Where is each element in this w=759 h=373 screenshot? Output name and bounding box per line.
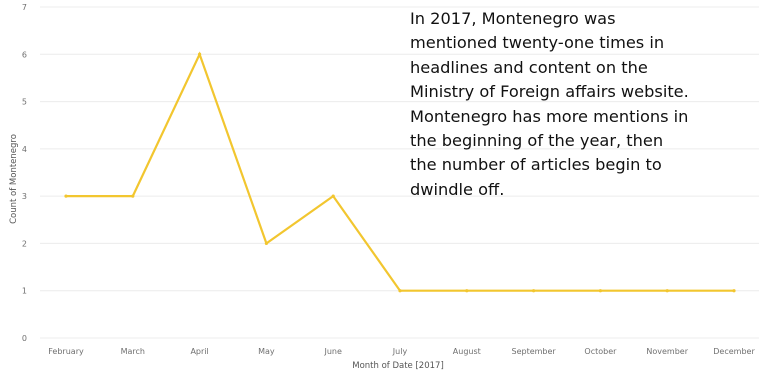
data-point <box>331 194 335 198</box>
x-tick-label: August <box>453 347 481 356</box>
x-tick-label: September <box>511 347 556 356</box>
annotation-line: the beginning of the year, then <box>410 131 664 151</box>
annotation-line: In 2017, Montenegro was <box>410 9 616 28</box>
x-tick-label: July <box>392 347 408 356</box>
x-axis-title: Month of Date [2017] <box>352 361 444 371</box>
data-point <box>131 194 135 198</box>
data-points <box>64 52 736 293</box>
chart-annotation: In 2017, Montenegro was mentioned twenty… <box>410 7 759 202</box>
gridlines <box>40 6 759 339</box>
y-tick-label: 0 <box>22 334 27 343</box>
y-tick-label: 5 <box>22 98 27 107</box>
x-tick-label: October <box>584 347 617 356</box>
annotation-line: the number of articles begin to <box>410 155 662 175</box>
annotation-line: Ministry of Foreign affairs website. <box>410 82 689 102</box>
y-tick-label: 1 <box>22 287 27 296</box>
annotation-line: headlines and content on the <box>410 57 648 77</box>
data-point <box>598 289 603 293</box>
data-point <box>64 194 68 198</box>
y-axis-ticks: 0 1 2 3 4 5 6 7 <box>22 3 27 343</box>
data-point <box>732 289 736 293</box>
data-point <box>398 289 402 293</box>
data-point <box>532 289 536 293</box>
annotation-line: mentioned twenty-one times in <box>410 33 665 53</box>
data-point <box>198 52 202 56</box>
data-point <box>465 289 469 293</box>
x-axis-ticks: February March April May June July August Septe… <box>48 347 755 356</box>
y-tick-label: 6 <box>22 50 27 59</box>
y-tick-label: 2 <box>22 239 27 248</box>
x-tick-label: November <box>646 347 688 356</box>
y-tick-label: 7 <box>22 3 27 12</box>
x-tick-label: April <box>190 347 208 356</box>
y-axis-title: Count of Montenegro <box>9 134 19 224</box>
x-tick-label: December <box>713 347 755 356</box>
annotation-line: dwindle off. <box>410 179 505 199</box>
y-tick-label: 3 <box>22 192 27 201</box>
x-tick-label: March <box>121 347 145 356</box>
data-point <box>665 289 669 293</box>
x-tick-label: June <box>323 347 342 356</box>
x-tick-label: May <box>258 347 275 356</box>
x-tick-label: February <box>48 347 84 356</box>
y-tick-label: 4 <box>22 145 27 154</box>
annotation-line: Montenegro has more mentions in <box>410 106 689 126</box>
data-point <box>264 241 268 246</box>
